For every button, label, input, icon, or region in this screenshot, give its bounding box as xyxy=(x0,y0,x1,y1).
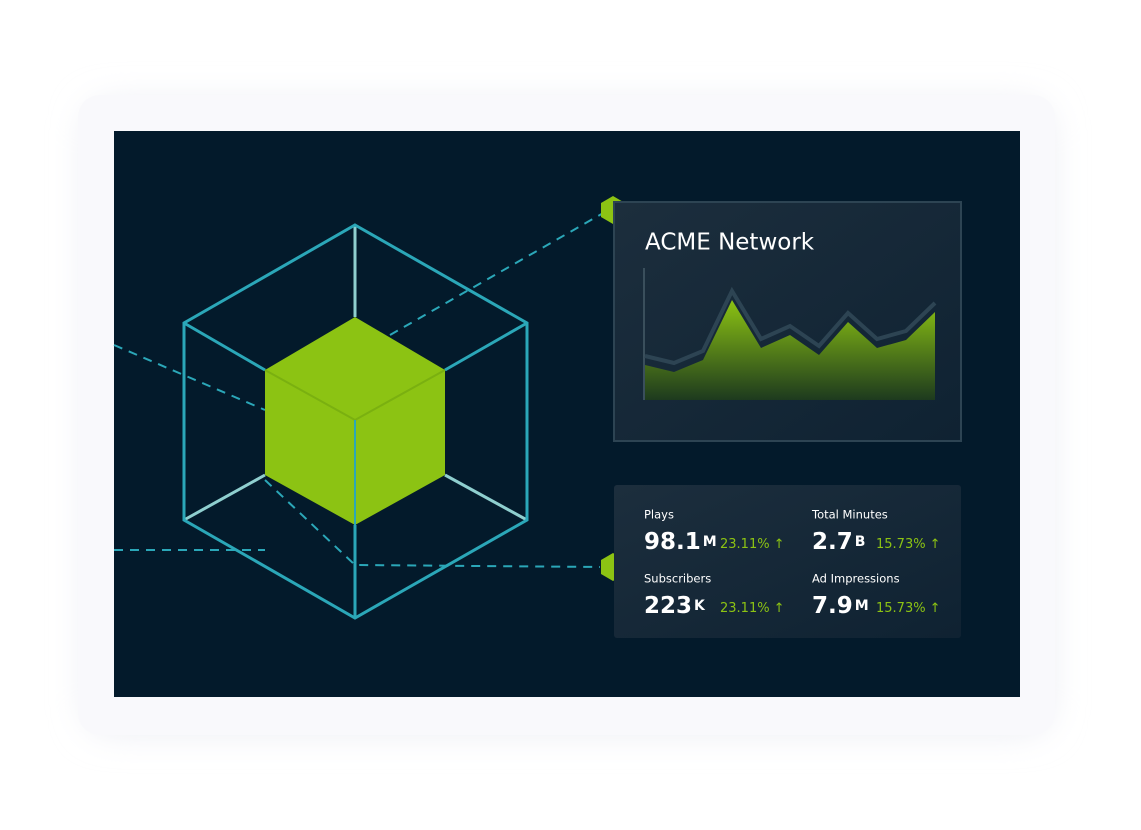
metric-change: 15.73% ↑ xyxy=(876,537,940,552)
value: 98.1 xyxy=(644,529,701,555)
value: 223 xyxy=(644,593,692,619)
arrow: ↑ xyxy=(930,537,941,552)
change: 23.11% xyxy=(720,537,770,552)
unit: K xyxy=(694,598,706,614)
metric-value: 2.7 B xyxy=(812,529,865,555)
unit: M xyxy=(855,598,869,614)
value: 2.7 xyxy=(812,529,853,555)
metric-change: 15.73% ↑ xyxy=(876,601,940,616)
metric-label: Total Minutes xyxy=(811,508,888,522)
metric-label: Plays xyxy=(644,508,674,522)
unit: M xyxy=(703,534,717,550)
arrow: ↑ xyxy=(774,601,785,616)
metric-change: 23.11% ↑ xyxy=(720,537,784,552)
change: 15.73% xyxy=(876,537,926,552)
sparkline xyxy=(644,286,937,400)
chart-panel xyxy=(613,201,962,442)
metric-value: 7.9 M xyxy=(812,593,869,619)
chart-title: ACME Network xyxy=(645,230,815,256)
arrow: ↑ xyxy=(774,537,785,552)
change: 23.11% xyxy=(720,601,770,616)
metric-value: 223 K xyxy=(644,593,706,619)
cube xyxy=(182,223,529,620)
area xyxy=(645,300,935,400)
metric-change: 23.11% ↑ xyxy=(720,601,784,616)
metric-label: Ad Impressions xyxy=(812,572,900,586)
area-outline xyxy=(644,286,937,366)
metric-label: Subscribers xyxy=(644,572,711,586)
value: 7.9 xyxy=(812,593,853,619)
connector-lines xyxy=(113,211,606,568)
unit: B xyxy=(855,534,866,550)
stats-panel xyxy=(614,485,961,638)
change: 15.73% xyxy=(876,601,926,616)
metric-value: 98.1 M xyxy=(644,529,717,555)
arrow: ↑ xyxy=(930,601,941,616)
